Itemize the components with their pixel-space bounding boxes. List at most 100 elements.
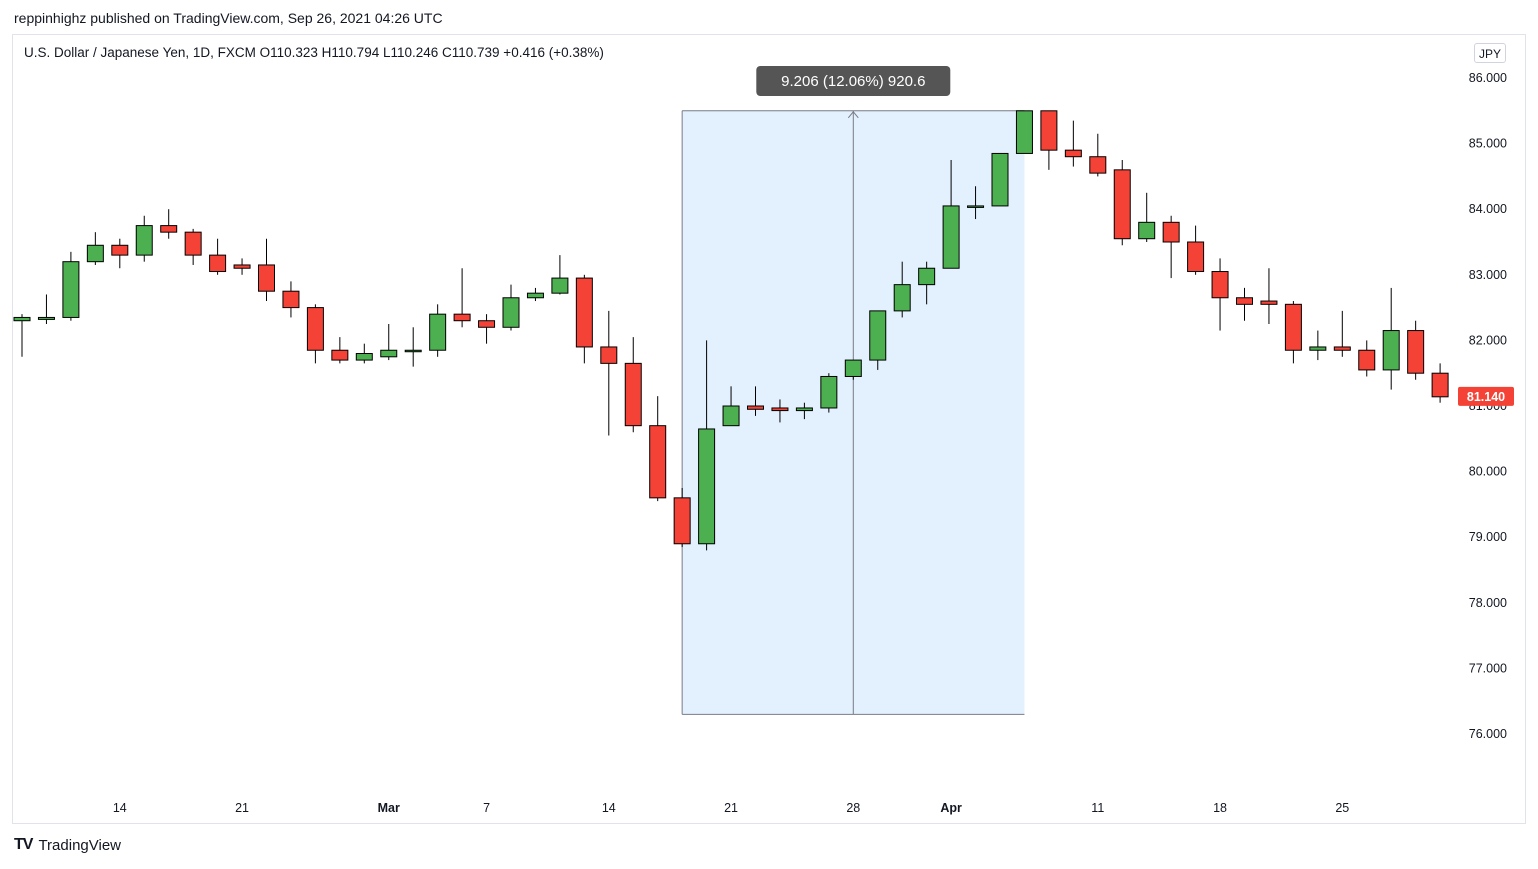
candle [1333,310,1351,357]
candle [111,238,129,269]
candle-body [967,205,985,208]
date-tick-label: 18 [1213,801,1227,815]
candle [1407,320,1425,380]
price-tick-label: 83.000 [1469,268,1507,282]
candle-body [429,313,447,351]
candle [478,314,496,344]
date-tick-label: 14 [602,801,616,815]
candle [86,232,104,265]
candle-body [918,267,936,286]
candle-body [1064,149,1082,158]
price-tick-label: 82.000 [1469,333,1507,347]
candle-body [135,225,153,256]
candle [355,343,373,364]
candles [13,110,1449,551]
candle [991,152,1009,207]
candle [404,327,422,367]
candle-body [551,277,569,294]
date-tick-label: 7 [483,801,490,815]
candle [551,255,569,295]
candle [13,314,31,357]
measure-label-text: 9.206 (12.06%) 920.6 [781,73,925,90]
candle-body [1089,156,1107,174]
candle [453,268,471,328]
candle [306,304,324,364]
candle [673,488,691,548]
candle-body [502,297,520,328]
candle [37,294,55,324]
candle [624,337,642,433]
candle [209,238,227,275]
currency-button[interactable]: JPY [1474,43,1506,63]
chart-frame [12,34,1526,824]
price-tick-label: 80.000 [1469,465,1507,479]
candle [795,402,813,420]
candle [918,261,936,305]
candle-body [282,290,300,309]
candle [1284,301,1302,364]
price-tick-label: 86.000 [1469,71,1507,85]
tradingview-logo-icon: TV [14,836,33,853]
measure-label: 9.206 (12.06%) 920.6 [756,66,951,96]
candle-body [380,349,398,358]
tradingview-logo[interactable]: TV TradingView [14,836,121,854]
candle-body [1309,346,1327,351]
candle [258,238,275,302]
candle-body [1040,110,1058,151]
candle-body [673,497,691,545]
candle-body [1333,346,1351,351]
candle [1089,133,1107,177]
price-axis[interactable]: 86.00085.00084.00083.00082.00081.00080.0… [1469,71,1507,741]
candle [380,324,398,361]
candle [1260,268,1278,324]
candle-body [404,349,422,353]
date-tick-label: Mar [378,801,400,815]
symbol-ohlc-legend[interactable]: U.S. Dollar / Japanese Yen, 1D, FXCM O11… [24,45,604,60]
candle [575,274,593,364]
candle [942,160,960,269]
candle-body [1015,110,1033,154]
price-tick-label: 84.000 [1469,202,1507,216]
date-tick-label: 21 [724,801,738,815]
date-tick-label: 11 [1091,801,1104,815]
candle-body [1382,330,1400,371]
candle-body [331,349,349,361]
candle-body [1138,221,1156,240]
candle [600,310,618,436]
candle-body [722,405,740,427]
candle-body [160,225,178,233]
candle-body [1162,221,1180,243]
date-tick-label: Apr [940,801,962,815]
candle [1431,363,1449,403]
candle-body [820,375,838,409]
candle-body [453,313,471,322]
candle-body [844,359,862,377]
candle [502,284,520,331]
candle-body [86,244,104,263]
candle-body [184,231,202,256]
time-axis[interactable]: 14 21 Mar 7 14 21 28 Apr 11 18 25 [113,801,1349,815]
price-tick-label: 76.000 [1469,727,1507,741]
candle [747,386,764,416]
candle-body [1260,300,1278,305]
candle [893,261,911,318]
date-tick-label: 25 [1335,801,1349,815]
candle-body [1407,330,1425,374]
candle-body [942,205,960,269]
candle-body [209,254,227,273]
candle-body [1284,303,1302,351]
candle [135,215,153,262]
candle [233,258,251,275]
candle [62,251,80,321]
candle-body [1113,169,1131,240]
candle-body [624,362,642,427]
candle [1309,330,1327,361]
candle-body [306,307,324,351]
measure-label-bg [756,66,951,96]
candle-body [575,277,593,348]
candle [1113,160,1131,246]
candle [184,228,202,265]
candle [282,281,300,318]
date-tick-label: 28 [846,801,860,815]
